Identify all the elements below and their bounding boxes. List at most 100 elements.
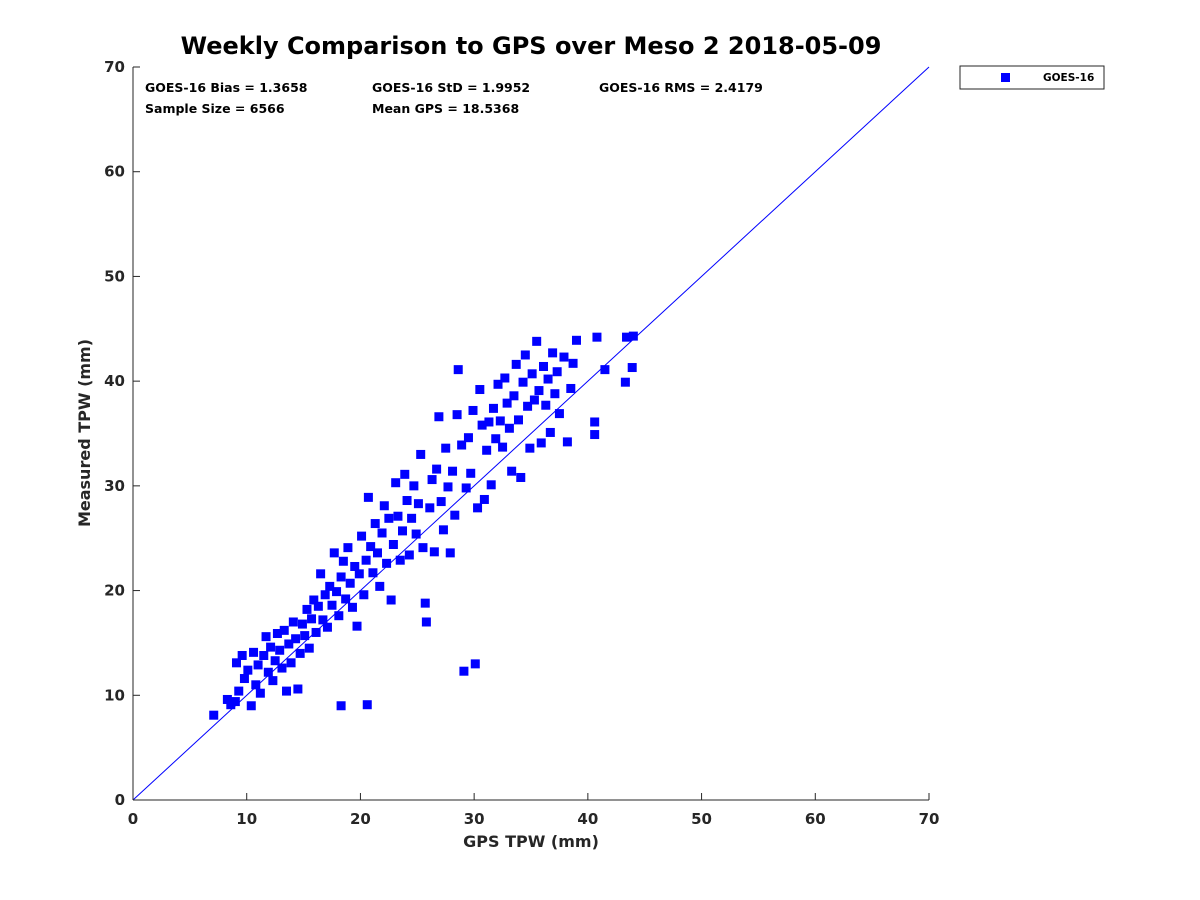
data-point [362, 700, 372, 710]
data-point [448, 466, 458, 476]
data-point [255, 688, 265, 698]
legend-box [959, 65, 1105, 90]
data-point [479, 494, 489, 504]
data-point [416, 449, 426, 459]
data-point [457, 440, 467, 450]
data-point [226, 700, 236, 710]
chart-title: Weekly Comparison to GPS over Meso 2 201… [181, 32, 882, 60]
data-point [470, 659, 480, 669]
y-tick-label: 70 [104, 58, 125, 76]
data-point [237, 650, 247, 660]
data-point [293, 684, 303, 694]
y-tick-label: 20 [104, 582, 125, 600]
data-point [436, 497, 446, 507]
data-point [539, 361, 549, 371]
data-point [370, 519, 380, 529]
data-points [209, 331, 638, 720]
data-point [534, 386, 544, 396]
stat-sample-size: Sample Size = 6566 [145, 101, 285, 116]
data-point [566, 383, 576, 393]
data-point [368, 568, 378, 578]
data-point [545, 427, 555, 437]
data-point [375, 581, 385, 591]
data-point [354, 569, 364, 579]
data-point [334, 611, 344, 621]
data-point [231, 658, 241, 668]
data-point [277, 663, 287, 673]
data-point [307, 614, 317, 624]
data-point [507, 466, 517, 476]
data-point [253, 660, 263, 670]
data-point [318, 615, 328, 625]
data-point [450, 510, 460, 520]
data-point [395, 555, 405, 565]
y-tick-label: 10 [104, 686, 125, 704]
data-point [377, 528, 387, 538]
data-point [513, 415, 523, 425]
data-point [272, 629, 282, 639]
data-point [222, 694, 232, 704]
y-tick-label: 60 [104, 163, 125, 181]
data-point [259, 650, 269, 660]
data-point [295, 648, 305, 658]
stat-std: GOES-16 StD = 1.9952 [372, 80, 530, 95]
stat-rms: GOES-16 RMS = 2.4179 [599, 80, 763, 95]
data-point [251, 680, 261, 690]
data-point [291, 634, 301, 644]
data-point [391, 478, 401, 488]
data-point [523, 401, 533, 411]
data-point [498, 442, 508, 452]
data-point [620, 377, 630, 387]
x-axis-ticks: 0 10 20 30 40 50 60 70 [128, 793, 940, 828]
x-tick-label: 40 [577, 810, 598, 828]
stat-mean-gps: Mean GPS = 18.5368 [372, 101, 519, 116]
data-point [413, 499, 423, 509]
data-point [427, 475, 437, 485]
data-point [443, 482, 453, 492]
data-point [592, 332, 602, 342]
data-point [562, 437, 572, 447]
data-point [504, 423, 514, 433]
data-point [393, 511, 403, 521]
data-point [441, 443, 451, 453]
statistics-annotations: GOES-16 Bias = 1.3658 GOES-16 StD = 1.99… [145, 80, 763, 116]
data-point [622, 332, 632, 342]
data-point [529, 395, 539, 405]
data-point [463, 433, 473, 443]
data-point [453, 365, 463, 375]
data-point [329, 548, 339, 558]
data-point [525, 443, 535, 453]
data-point [407, 513, 417, 523]
stat-bias: GOES-16 Bias = 1.3658 [145, 80, 307, 95]
data-point [500, 373, 510, 383]
data-point [600, 365, 610, 375]
data-point [309, 595, 319, 605]
data-point [366, 542, 376, 552]
data-point [627, 363, 637, 373]
data-point [363, 492, 373, 502]
data-point [452, 410, 462, 420]
y-tick-label: 50 [104, 267, 125, 285]
data-point [325, 581, 335, 591]
data-point [297, 619, 307, 629]
data-point [502, 398, 512, 408]
legend-label: GOES-16 [1043, 72, 1094, 84]
data-point [382, 558, 392, 568]
data-point [311, 627, 321, 637]
data-point [261, 632, 271, 642]
data-point [350, 561, 360, 571]
data-point [266, 642, 276, 652]
data-point [275, 645, 285, 655]
x-tick-label: 30 [464, 810, 485, 828]
data-point [359, 590, 369, 600]
data-point [379, 501, 389, 511]
data-point [209, 710, 219, 720]
data-point [345, 578, 355, 588]
data-point [434, 412, 444, 422]
x-tick-label: 70 [919, 810, 940, 828]
data-point [284, 639, 294, 649]
data-point [338, 556, 348, 566]
plot-area: 0 10 20 30 40 50 60 70 0 10 20 30 40 50 60 70 [104, 58, 939, 828]
data-point [246, 701, 256, 711]
data-point [400, 469, 410, 479]
